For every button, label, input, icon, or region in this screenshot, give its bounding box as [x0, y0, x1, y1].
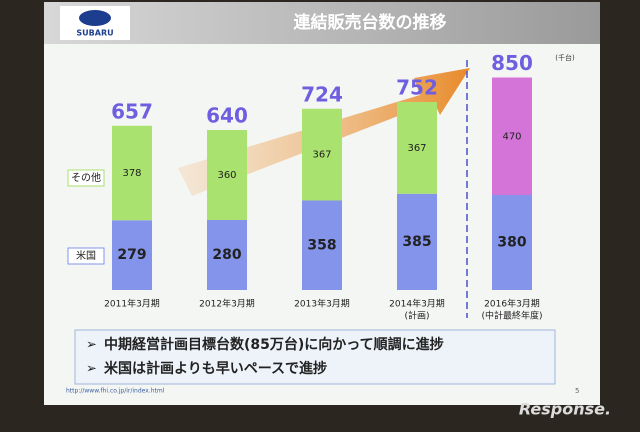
x-tick-label: 2016年3月期 — [484, 298, 540, 310]
legend-label: その他 — [71, 171, 101, 184]
bullet: 中期経営計画目標台数(85万台)に向かって順調に進捗 — [104, 336, 444, 353]
value-label: 378 — [122, 168, 141, 179]
value-label: 360 — [217, 170, 236, 181]
bullet-marker: ➢ — [86, 362, 97, 377]
bullet-box — [74, 329, 556, 385]
x-tick-note: (中計最終年度) — [481, 310, 542, 322]
x-tick-label: 2013年3月期 — [294, 298, 350, 310]
x-tick-label: 2011年3月期 — [104, 298, 160, 310]
total-label: 657 — [111, 99, 153, 123]
watermark: Response. — [519, 400, 611, 419]
bar-segment — [397, 102, 437, 194]
value-label: 358 — [307, 237, 336, 253]
legend-box — [67, 169, 105, 187]
x-tick-note: (計画) — [404, 310, 429, 322]
footer-url: http://www.fhi.co.jp/ir/index.html — [66, 388, 165, 395]
x-tick-label: 2014年3月期 — [389, 298, 445, 310]
value-label: 367 — [407, 143, 426, 154]
legend-box — [67, 247, 105, 265]
value-label: 280 — [212, 247, 241, 263]
total-label: 850 — [491, 51, 533, 75]
logo: SUBARU — [76, 29, 113, 38]
bar-segment — [112, 220, 152, 290]
bar-segment — [207, 220, 247, 290]
value-label: 470 — [502, 131, 521, 142]
total-label: 752 — [396, 76, 438, 100]
bullet: 米国は計画よりも早いペースで進捗 — [104, 360, 327, 377]
total-label: 724 — [301, 82, 343, 106]
value-label: 279 — [117, 247, 146, 263]
total-label: 640 — [206, 104, 248, 128]
x-tick-label: 2012年3月期 — [199, 298, 255, 310]
value-label: 385 — [402, 234, 431, 250]
page-number: 5 — [575, 387, 579, 395]
value-label: 380 — [497, 235, 526, 251]
bullet-marker: ➢ — [86, 338, 97, 353]
logo-mark — [79, 10, 111, 26]
unit-label: (千台) — [555, 53, 575, 62]
bar-segment — [397, 193, 437, 290]
bar-segment — [302, 200, 342, 290]
bar-segment — [492, 195, 532, 290]
bar-segment — [207, 130, 247, 220]
bar-segment — [112, 125, 152, 221]
legend-label: 米国 — [76, 249, 96, 262]
value-label: 367 — [312, 150, 331, 161]
header-band — [44, 2, 600, 44]
bar-segment — [492, 77, 532, 195]
chart-title: 連結販売台数の推移 — [294, 12, 447, 33]
bar-segment — [302, 108, 342, 201]
